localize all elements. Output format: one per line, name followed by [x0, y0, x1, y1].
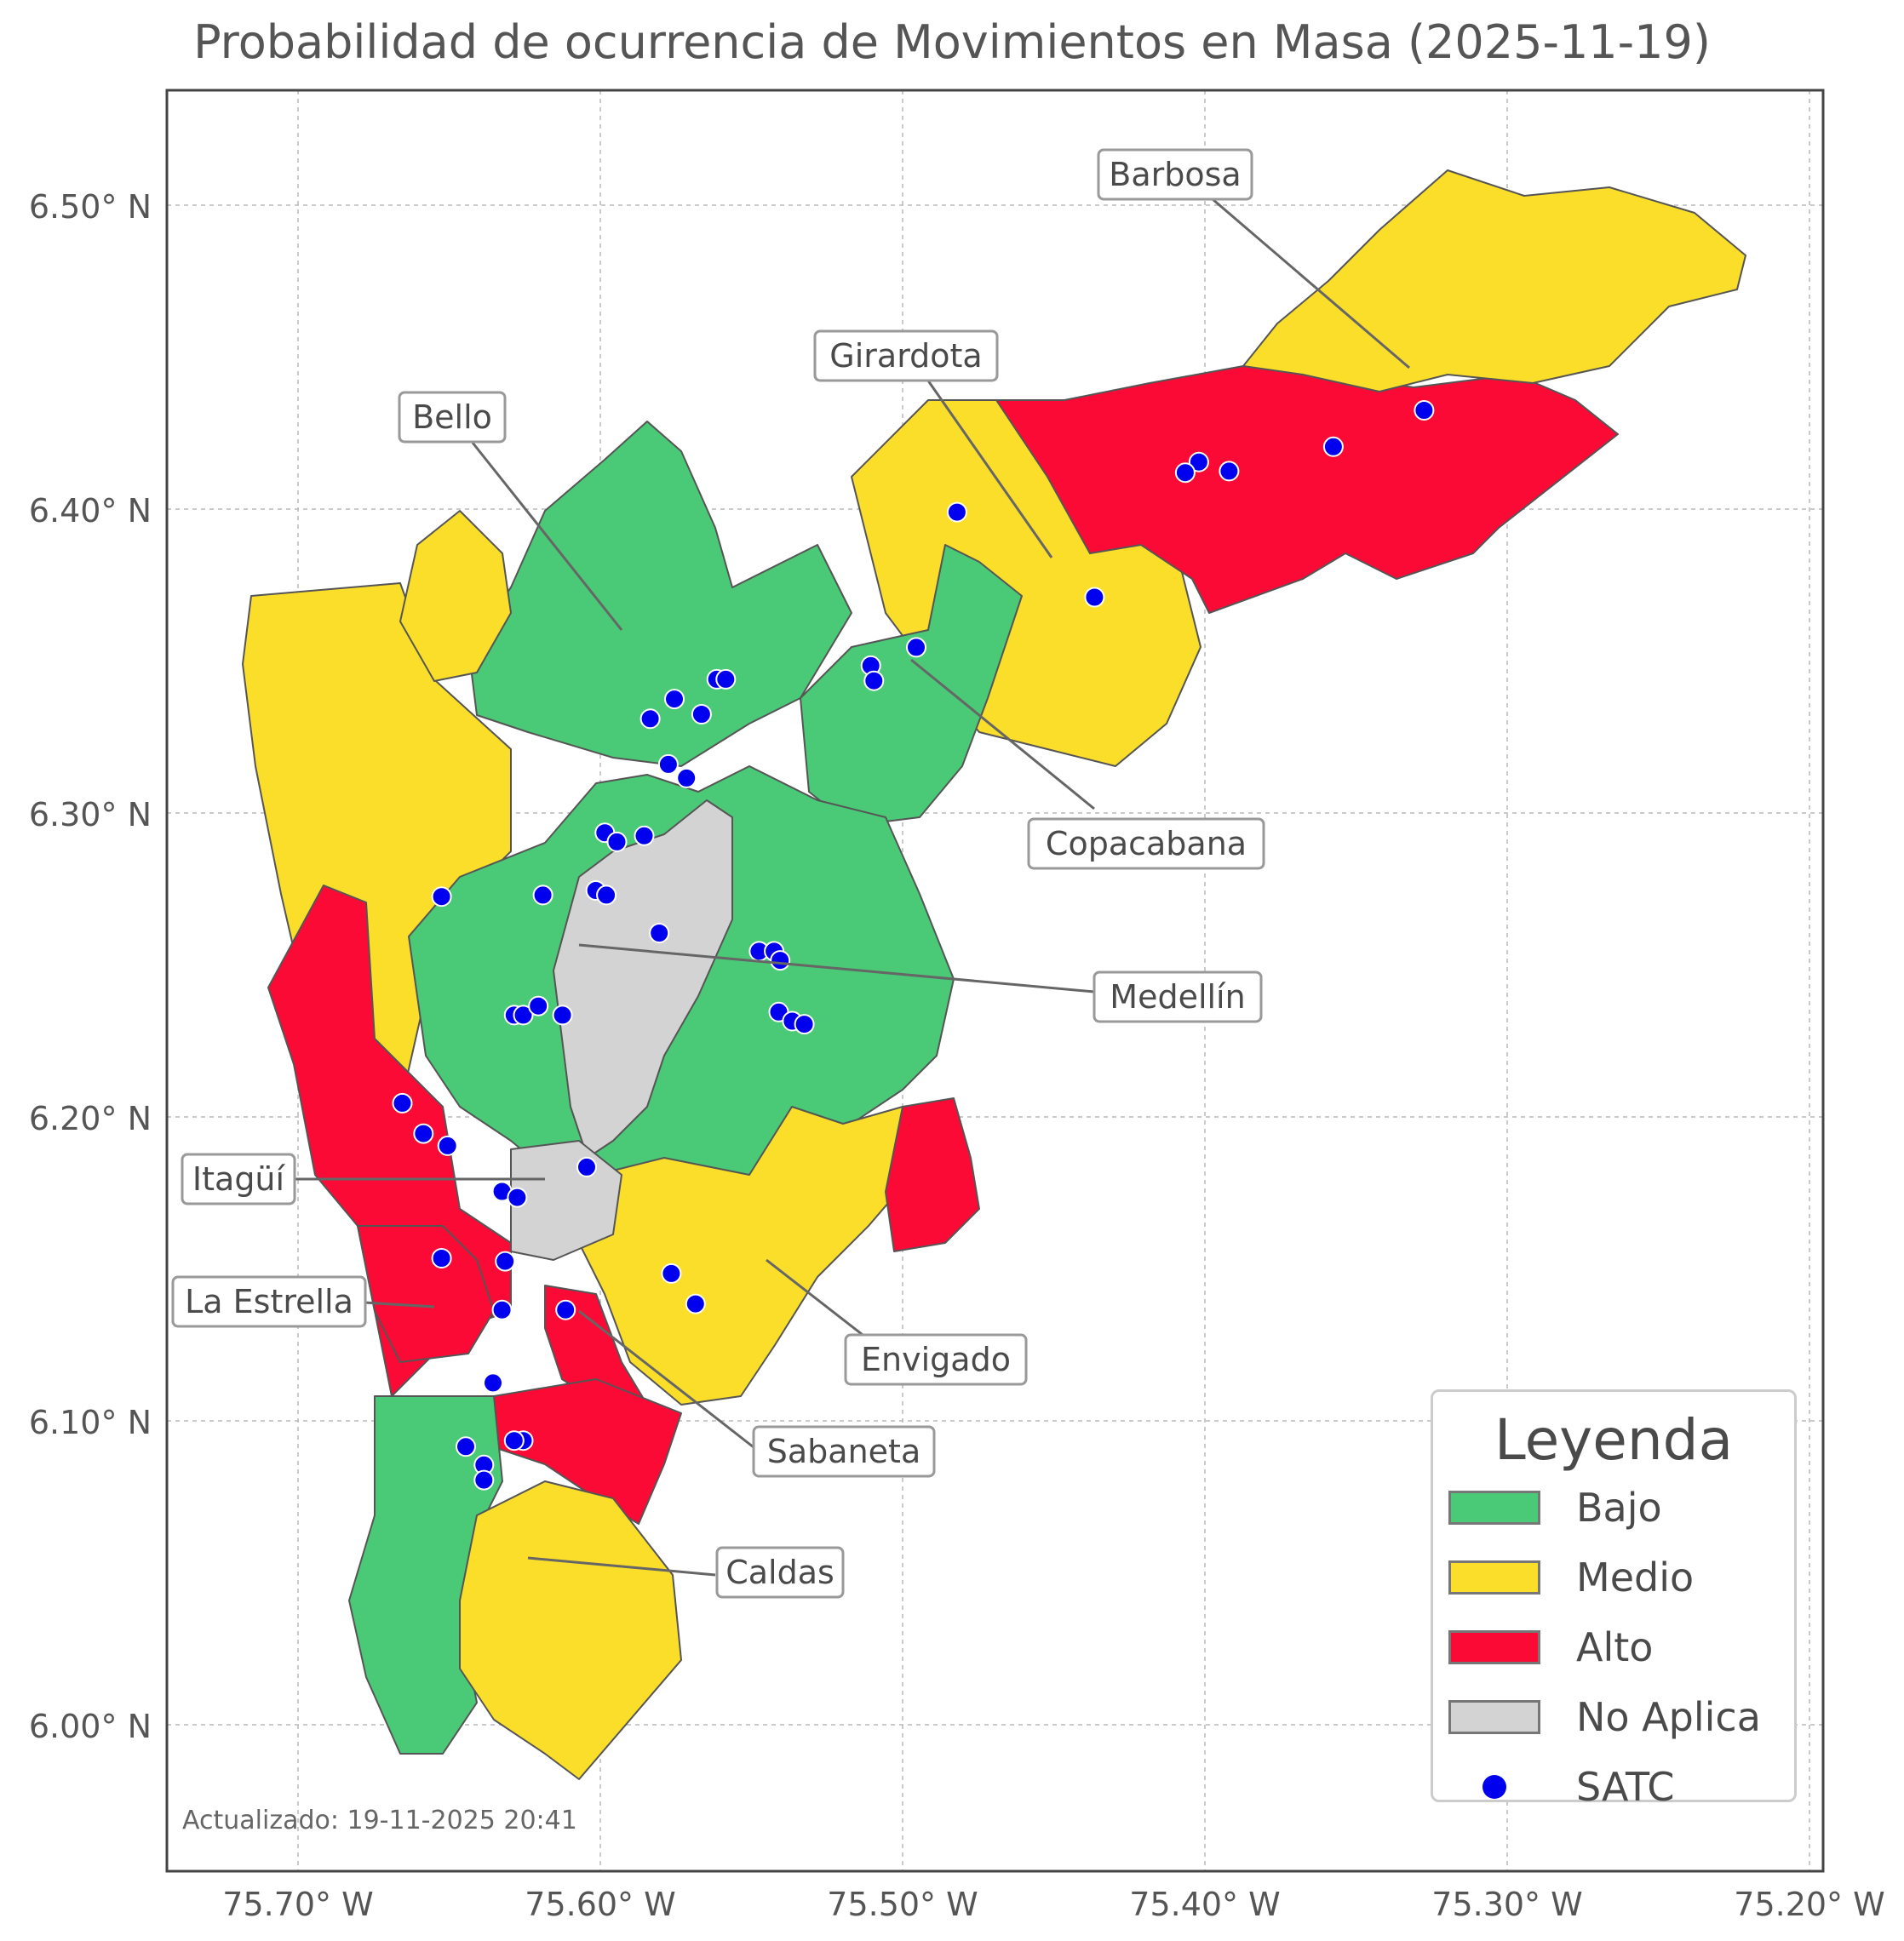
x-tick: 75.50° W: [827, 1886, 978, 1923]
satc-point: [1188, 451, 1209, 472]
legend-label: SATC: [1576, 1764, 1675, 1810]
satc-point: [555, 1299, 576, 1320]
legend-label: No Aplica: [1576, 1694, 1761, 1740]
satc-point: [495, 1251, 516, 1272]
legend-item-satc: SATC: [1433, 1752, 1794, 1822]
region-alto-laestrella: [357, 1225, 495, 1363]
satc-point: [503, 1430, 525, 1451]
satc-point: [715, 668, 737, 690]
region-medio-envigado: [578, 1106, 920, 1406]
legend-label: Bajo: [1576, 1485, 1662, 1531]
satc-point: [552, 1005, 573, 1026]
satc-point: [664, 689, 685, 710]
satc-point: [691, 704, 712, 724]
label-girardota: Girardota: [829, 337, 982, 375]
legend-swatch: [1448, 1630, 1540, 1664]
label-bello: Bello: [412, 398, 492, 436]
legend-title: Leyenda: [1494, 1407, 1734, 1473]
legend-item-bajo: Bajo: [1433, 1473, 1794, 1543]
region-medio-barbosa: [1242, 169, 1746, 392]
satc-point: [431, 886, 452, 908]
satc-point: [639, 708, 661, 730]
satc-point: [1219, 461, 1240, 482]
satc-point: [946, 501, 967, 523]
label-caldas: Caldas: [725, 1554, 834, 1591]
legend-label: Alto: [1576, 1624, 1654, 1670]
y-tick: 6.20° N: [29, 1100, 152, 1137]
updated-timestamp: Actualizado: 19-11-2025 20:41: [182, 1806, 577, 1835]
satc-point: [661, 1263, 682, 1284]
x-tick-labels: 75.70° W 75.60° W 75.50° W 75.40° W 75.3…: [222, 1886, 1884, 1923]
label-barbosa: Barbosa: [1109, 156, 1241, 193]
label-la-estrella: La Estrella: [185, 1283, 353, 1320]
satc-point: [634, 825, 655, 846]
callout-labels: Barbosa Girardota Bello Copacabana Medel…: [171, 148, 1265, 1599]
x-tick: 75.60° W: [525, 1886, 675, 1923]
satc-point: [413, 1123, 434, 1144]
region-bajo-north: [467, 421, 852, 767]
satc-point: [431, 1248, 452, 1268]
legend-item-medio: Medio: [1433, 1543, 1794, 1612]
x-tick: 75.40° W: [1129, 1886, 1280, 1923]
satc-point: [491, 1299, 513, 1320]
legend: Leyenda Bajo Medio Alto No Aplica SATC: [1431, 1389, 1797, 1810]
y-tick-labels: 6.50° N 6.40° N 6.30° N 6.20° N 6.10° N …: [29, 188, 152, 1745]
satc-point: [1174, 462, 1196, 484]
plot-frame: [165, 89, 1825, 1873]
satc-point: [483, 1372, 503, 1394]
satc-point: [649, 923, 670, 943]
satc-point: [906, 637, 926, 658]
region-alto-east: [885, 1097, 980, 1252]
satc-point: [576, 1156, 597, 1177]
satc-point: [456, 1436, 476, 1457]
satc-point: [596, 885, 617, 906]
y-tick: 6.30° N: [29, 796, 152, 833]
legend-item-no-aplica: No Aplica: [1433, 1682, 1794, 1752]
region-medio-caldas: [459, 1480, 682, 1780]
legend-swatch: [1448, 1560, 1540, 1595]
region-alto-caldas: [493, 1378, 682, 1525]
x-tick: 75.30° W: [1431, 1886, 1582, 1923]
callouts: [294, 187, 1410, 1577]
satc-points: [392, 400, 1435, 1491]
satc-point: [685, 1293, 706, 1314]
map-title: Probabilidad de ocurrencia de Movimiento…: [193, 15, 1711, 69]
satc-point: [657, 753, 679, 775]
x-tick: 75.70° W: [222, 1886, 373, 1923]
y-tick: 6.00° N: [29, 1708, 152, 1745]
satc-point: [528, 995, 549, 1016]
label-medellin: Medellín: [1110, 978, 1245, 1016]
satc-point: [437, 1135, 458, 1156]
satc-point: [794, 1014, 815, 1035]
risk-regions: [242, 169, 1746, 1780]
y-tick: 6.50° N: [29, 188, 152, 226]
legend-swatch: [1448, 1491, 1540, 1525]
region-medio-northwest: [399, 510, 512, 682]
label-itagui: Itagüí: [192, 1160, 286, 1198]
satc-point: [676, 767, 697, 788]
satc-point: [770, 950, 791, 971]
label-copacabana: Copacabana: [1046, 825, 1247, 862]
satc-point: [392, 1092, 413, 1114]
legend-item-alto: Alto: [1433, 1612, 1794, 1682]
satc-marker-icon: [1482, 1775, 1506, 1799]
legend-swatch: [1448, 1700, 1540, 1734]
label-sabaneta: Sabaneta: [767, 1433, 920, 1470]
legend-marker-wrap: [1448, 1770, 1540, 1804]
legend-label: Medio: [1576, 1555, 1695, 1600]
y-tick: 6.10° N: [29, 1404, 152, 1441]
satc-point: [473, 1469, 495, 1491]
satc-point: [507, 1187, 528, 1208]
satc-point: [532, 885, 553, 906]
x-tick: 75.20° W: [1734, 1886, 1884, 1923]
y-tick: 6.40° N: [29, 492, 152, 530]
satc-point: [1414, 400, 1435, 421]
satc-point: [1322, 436, 1344, 457]
satc-point: [606, 831, 628, 852]
label-envigado: Envigado: [861, 1341, 1011, 1378]
satc-point: [863, 670, 885, 691]
satc-point: [513, 1005, 534, 1026]
satc-point: [1084, 587, 1105, 608]
